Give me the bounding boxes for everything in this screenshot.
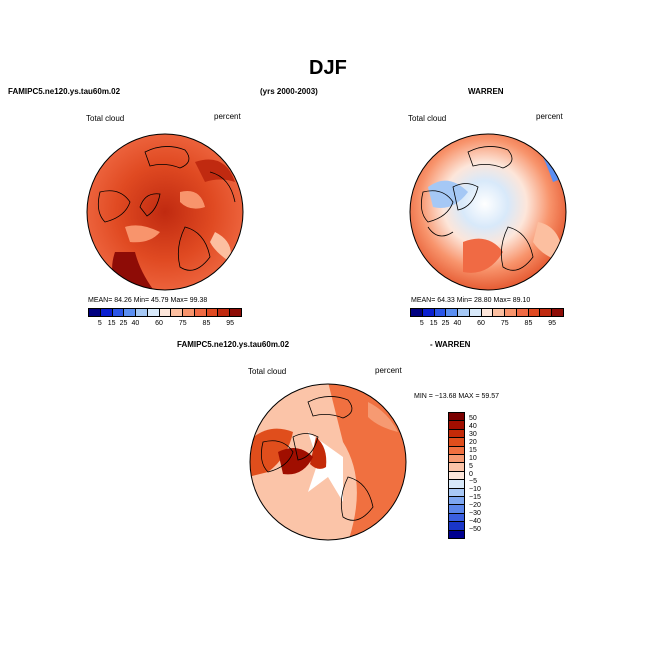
colorbar-swatch (449, 497, 464, 506)
colorbar-swatch (422, 309, 435, 316)
colorbar-swatch (449, 505, 464, 514)
obs-colorbar-ticks: 5 15 25 40 60 75 85 95 (410, 320, 564, 330)
diff-colorbar (448, 412, 465, 539)
obs-colorbar (410, 308, 564, 317)
colorbar-swatch (505, 309, 517, 316)
colorbar-swatch (449, 455, 464, 464)
colorbar-tick-label: 15 (429, 320, 438, 327)
colorbar-tick-label: 15 (469, 446, 477, 454)
colorbar-swatch (112, 309, 125, 316)
diff-polar-map (249, 383, 407, 541)
colorbar-swatch (434, 309, 447, 316)
colorbar-swatch (481, 309, 494, 316)
colorbar-swatch (528, 309, 541, 316)
colorbar-swatch (194, 309, 207, 316)
colorbar-swatch (449, 488, 464, 498)
colorbar-swatch (458, 309, 470, 316)
obs-polar-map (409, 133, 567, 291)
colorbar-swatch (206, 309, 219, 316)
colorbar-tick-label: 10 (469, 454, 477, 462)
colorbar-tick-label: 5 (97, 320, 102, 327)
colorbar-swatch (411, 309, 423, 316)
obs-unit-label: percent (536, 112, 563, 121)
colorbar-tick-label: −50 (469, 526, 481, 534)
colorbar-tick-label: 40 (453, 320, 462, 327)
colorbar-tick-label: 5 (469, 462, 473, 470)
colorbar-tick-label: 15 (107, 320, 116, 327)
colorbar-tick-label: −40 (469, 518, 481, 526)
colorbar-swatch (100, 309, 113, 316)
colorbar-swatch (136, 309, 148, 316)
colorbar-swatch (449, 438, 464, 447)
colorbar-swatch (516, 309, 529, 316)
colorbar-tick-label: 25 (119, 320, 128, 327)
colorbar-swatch (449, 522, 464, 531)
colorbar-swatch (449, 513, 464, 523)
years-header: (yrs 2000-2003) (260, 87, 318, 96)
model-header: FAMIPC5.ne120.ys.tau60m.02 (8, 87, 121, 96)
model-unit-label: percent (214, 112, 241, 121)
model-colorbar-ticks: 5 15 25 40 60 75 85 95 (88, 320, 242, 330)
colorbar-tick-label: 20 (469, 438, 477, 446)
colorbar-tick-label: 85 (202, 320, 211, 327)
obs-field-label: Total cloud (408, 114, 447, 123)
colorbar-swatch (147, 309, 160, 316)
diff-header-right: - WARREN (430, 340, 471, 349)
colorbar-tick-label: 5 (419, 320, 424, 327)
model-polar-map (86, 133, 244, 291)
colorbar-swatch (449, 471, 464, 481)
colorbar-swatch (449, 446, 464, 456)
diff-field-label: Total cloud (248, 367, 287, 376)
colorbar-tick-label: 95 (226, 320, 235, 327)
colorbar-tick-label: −15 (469, 494, 481, 502)
colorbar-swatch (124, 309, 137, 316)
colorbar-tick-label: 30 (469, 430, 477, 438)
colorbar-tick-label: 60 (477, 320, 485, 327)
page-title: DJF (309, 57, 347, 79)
colorbar-tick-label: 85 (524, 320, 533, 327)
diff-header-left: FAMIPC5.ne120.ys.tau60m.02 (177, 340, 290, 349)
diff-unit-label: percent (375, 366, 402, 375)
colorbar-tick-label: −5 (469, 478, 477, 486)
colorbar-swatch (89, 309, 101, 316)
colorbar-tick-label: 40 (131, 320, 140, 327)
obs-header: WARREN (468, 87, 504, 96)
colorbar-swatch (446, 309, 459, 316)
colorbar-swatch (171, 309, 184, 316)
model-stats: MEAN= 84.26 Min= 45.79 Max= 99.38 (88, 297, 208, 304)
colorbar-swatch (552, 309, 563, 316)
colorbar-swatch (183, 309, 195, 316)
colorbar-swatch (159, 309, 172, 316)
colorbar-tick-label: 75 (500, 320, 509, 327)
colorbar-swatch (449, 463, 464, 472)
colorbar-tick-label: 60 (155, 320, 163, 327)
colorbar-tick-label: −30 (469, 510, 481, 518)
colorbar-swatch (230, 309, 241, 316)
colorbar-tick-label: 40 (469, 422, 477, 430)
model-colorbar (88, 308, 242, 317)
colorbar-swatch (449, 480, 464, 489)
model-field-label: Total cloud (86, 114, 125, 123)
colorbar-tick-label: −10 (469, 486, 481, 494)
colorbar-tick-label: 75 (178, 320, 187, 327)
colorbar-swatch (449, 530, 464, 539)
colorbar-tick-label: 50 (469, 414, 477, 422)
colorbar-swatch (493, 309, 506, 316)
colorbar-tick-label: −20 (469, 502, 481, 510)
colorbar-swatch (218, 309, 231, 316)
diff-colorbar-ticks: 50 40 30 20 15 10 5 0 −5 −10 −15 −20 −30 −40 −50 (469, 412, 499, 539)
colorbar-swatch (540, 309, 553, 316)
colorbar-tick-label: 95 (548, 320, 557, 327)
obs-stats: MEAN= 64.33 Min= 28.80 Max= 89.10 (411, 297, 531, 304)
colorbar-swatch (449, 413, 464, 422)
colorbar-tick-label: 0 (469, 470, 473, 478)
colorbar-tick-label: 25 (441, 320, 450, 327)
colorbar-swatch (449, 429, 464, 439)
diff-stats: MIN = −13.68 MAX = 59.57 (414, 393, 500, 400)
colorbar-swatch (469, 309, 482, 316)
colorbar-swatch (449, 421, 464, 430)
